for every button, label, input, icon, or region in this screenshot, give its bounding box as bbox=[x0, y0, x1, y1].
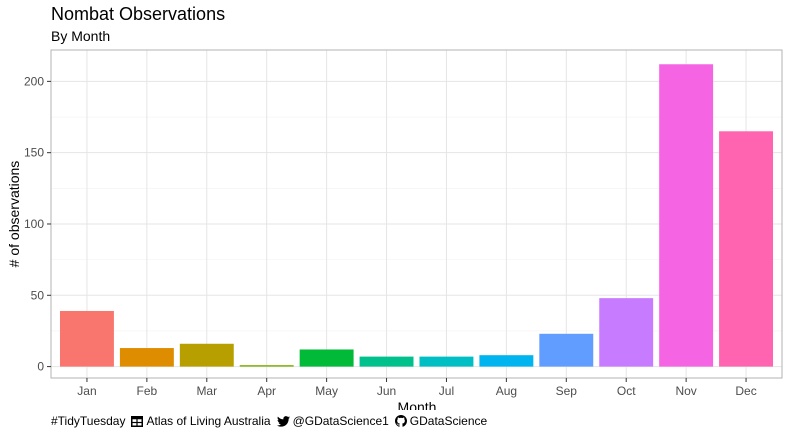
x-tick-label: Mar bbox=[196, 384, 217, 398]
twitter-icon bbox=[276, 415, 290, 427]
bar-nov bbox=[659, 64, 714, 367]
x-tick-label: Dec bbox=[735, 384, 756, 398]
x-axis-title: Month bbox=[398, 399, 437, 410]
x-tick-label: Jul bbox=[439, 384, 454, 398]
x-axis-ticks: Jan Feb Mar Apr May Jun Jul Aug Sep Oct Nov Dec bbox=[77, 378, 757, 398]
bar-aug bbox=[479, 355, 534, 367]
x-tick-label: Sep bbox=[556, 384, 578, 398]
chart-title: Nombat Observations bbox=[51, 4, 226, 24]
x-tick-label: Jan bbox=[77, 384, 96, 398]
y-axis-title: # of observations bbox=[6, 161, 22, 268]
x-tick-label: Jun bbox=[377, 384, 396, 398]
bar-chart: 0 50 100 150 200 Jan Feb Mar Apr May Jun Jul Aug Sep… bbox=[6, 49, 783, 410]
bar-may bbox=[299, 349, 354, 367]
bar-sep bbox=[539, 333, 594, 367]
x-tick-label: May bbox=[315, 384, 338, 398]
bar-feb bbox=[119, 348, 174, 367]
chart-subtitle: By Month bbox=[51, 28, 111, 44]
bar-mar bbox=[179, 343, 234, 367]
caption-github: GDataScience bbox=[409, 414, 488, 428]
bar-apr bbox=[239, 365, 294, 367]
bar-jul bbox=[419, 356, 474, 367]
bar-jan bbox=[59, 310, 114, 367]
bar-dec bbox=[719, 131, 774, 367]
github-icon bbox=[394, 415, 407, 427]
y-tick-label: 200 bbox=[24, 74, 44, 88]
x-tick-label: Feb bbox=[137, 384, 158, 398]
bars bbox=[59, 64, 774, 367]
y-tick-label: 0 bbox=[37, 360, 44, 374]
y-axis-ticks: 0 50 100 150 200 bbox=[24, 74, 51, 374]
caption-twitter: @GDataScience1 bbox=[292, 414, 389, 428]
y-tick-label: 50 bbox=[31, 288, 45, 302]
y-tick-label: 100 bbox=[24, 217, 44, 231]
panel-border bbox=[50, 49, 783, 379]
x-tick-label: Nov bbox=[675, 384, 696, 398]
bar-oct bbox=[599, 298, 654, 367]
caption-source: Atlas of Living Australia bbox=[146, 414, 271, 428]
caption: #TidyTuesday Atlas of Living Australia @… bbox=[51, 414, 493, 428]
x-tick-label: Apr bbox=[257, 384, 276, 398]
x-tick-label: Aug bbox=[496, 384, 517, 398]
x-tick-label: Oct bbox=[617, 384, 636, 398]
caption-tag: #TidyTuesday bbox=[51, 414, 126, 428]
table-icon bbox=[131, 415, 144, 427]
y-tick-label: 150 bbox=[24, 146, 44, 160]
bar-jun bbox=[359, 356, 414, 367]
